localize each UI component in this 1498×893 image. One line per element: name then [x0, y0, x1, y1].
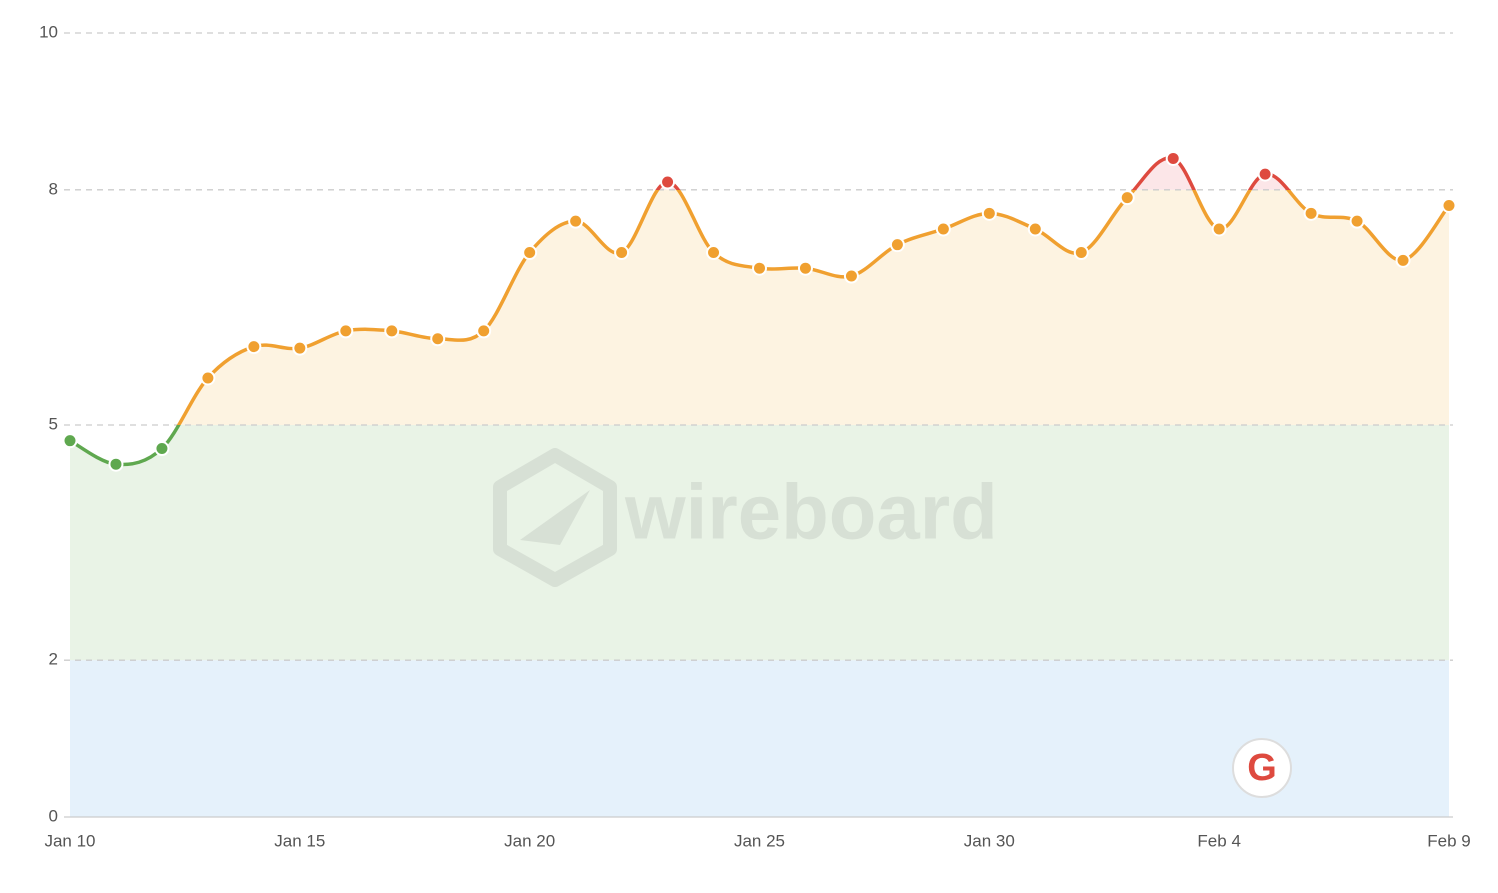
watermark: wireboard: [493, 448, 998, 587]
x-tick-label: Jan 30: [964, 831, 1015, 850]
band: [70, 425, 1449, 661]
point: [1073, 245, 1089, 261]
point: [522, 245, 538, 261]
point: [1211, 221, 1227, 237]
band: [70, 157, 1449, 190]
x-tick-label: Feb 4: [1197, 831, 1240, 850]
point: [338, 323, 354, 339]
point: [384, 323, 400, 339]
x-tick-label: Jan 15: [274, 831, 325, 850]
point: [1257, 166, 1273, 182]
point: [476, 323, 492, 339]
point: [246, 339, 262, 355]
watermark-text: wireboard: [624, 468, 998, 556]
point: [62, 433, 78, 449]
y-tick-label: 0: [49, 806, 58, 825]
point: [935, 221, 951, 237]
point: [154, 441, 170, 457]
x-tick-label: Jan 20: [504, 831, 555, 850]
point: [752, 260, 767, 276]
point: [1303, 205, 1319, 221]
point: [1441, 197, 1457, 213]
point: [1395, 252, 1411, 268]
point: [843, 268, 859, 284]
point: [200, 370, 216, 386]
y-tick-label: 2: [49, 650, 58, 669]
y-tick-label: 10: [39, 22, 58, 41]
point: [706, 245, 722, 261]
point: [1165, 150, 1181, 166]
y-tick-label: 5: [49, 414, 58, 433]
point: [568, 213, 584, 229]
x-tick-label: Jan 25: [734, 831, 785, 850]
point: [981, 205, 997, 221]
x-tick-label: Jan 10: [44, 831, 95, 850]
point: [292, 340, 308, 356]
point: [1119, 190, 1135, 206]
event-marker-label: G: [1247, 747, 1277, 789]
point: [430, 331, 446, 347]
point: [1027, 221, 1043, 237]
event-marker[interactable]: G: [1232, 738, 1292, 798]
y-tick-label: 8: [49, 179, 58, 198]
point: [1349, 213, 1365, 229]
point: [614, 245, 630, 261]
band: [70, 189, 1449, 425]
point: [797, 260, 813, 276]
point: [108, 456, 124, 472]
point: [660, 174, 676, 190]
x-tick-label: Feb 9: [1427, 831, 1470, 850]
point: [889, 237, 905, 253]
band: [70, 660, 1449, 817]
